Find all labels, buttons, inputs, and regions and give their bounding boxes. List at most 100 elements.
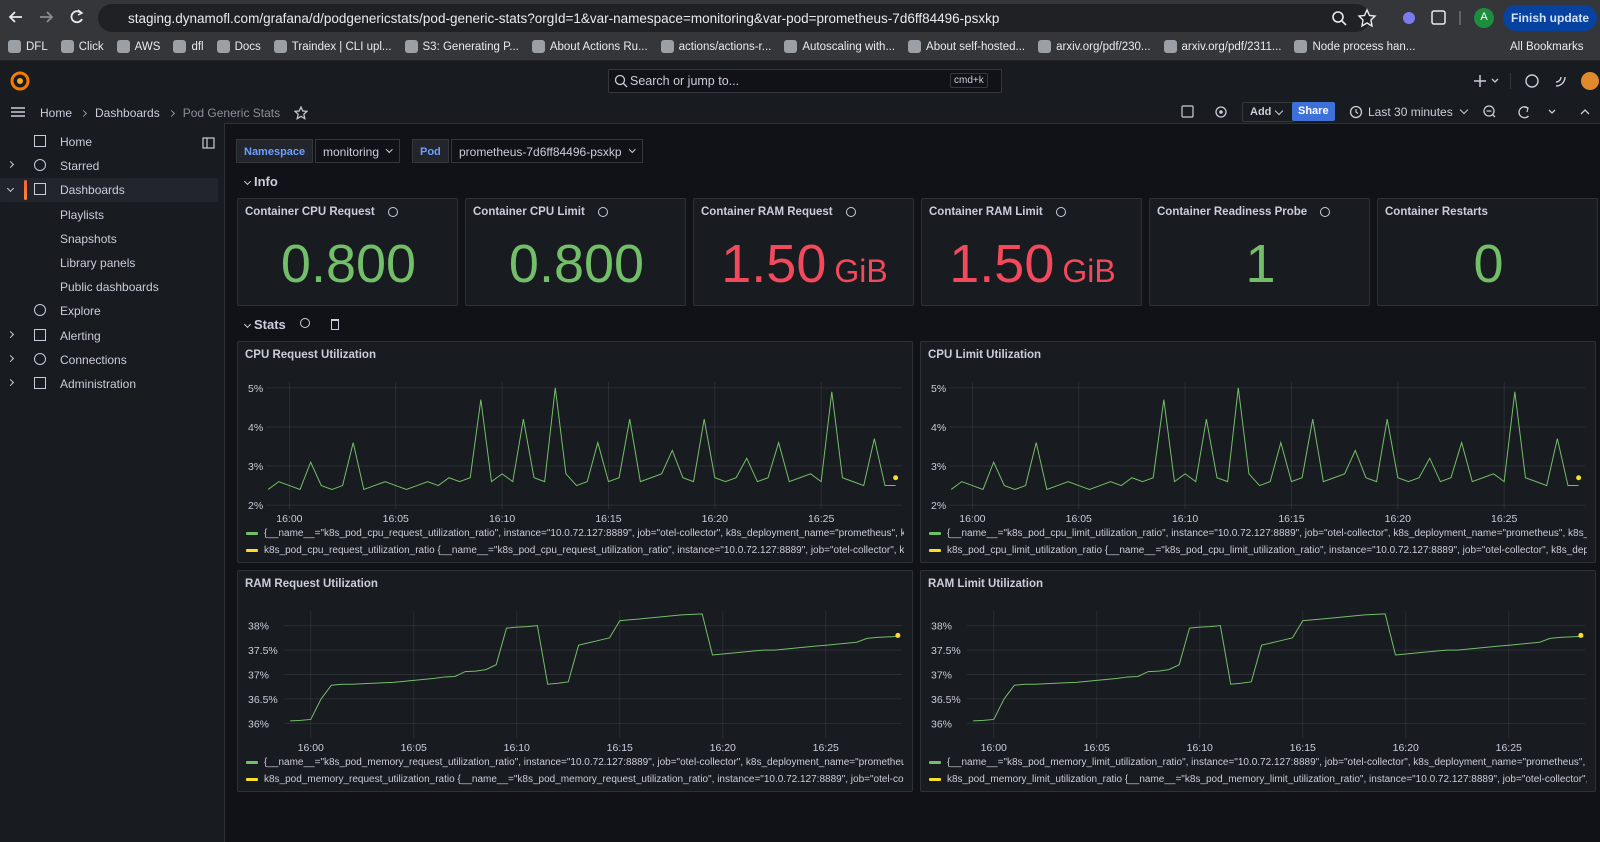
panel-title: Container RAM Request — [701, 206, 833, 218]
info-icon[interactable] — [1320, 207, 1330, 217]
bookmark-icon — [1294, 40, 1308, 53]
bookmark[interactable]: AWS — [116, 40, 160, 53]
panel-title: Container CPU Limit — [473, 206, 585, 218]
dock-icon[interactable] — [202, 137, 216, 151]
legend-item[interactable]: k8s_pod_memory_limit_utilization_ratio {… — [929, 774, 1587, 788]
all-bookmarks[interactable]: All Bookmarks — [1510, 41, 1584, 53]
legend-item[interactable]: {__name__="k8s_pod_cpu_limit_utilization… — [929, 528, 1587, 542]
expand-chevron[interactable] — [6, 354, 15, 362]
breadcrumb[interactable]: Pod Generic Stats — [182, 106, 281, 120]
legend-swatch — [246, 548, 258, 552]
legend-item[interactable]: k8s_pod_memory_request_utilization_ratio… — [246, 774, 904, 788]
x-tick-label: 16:10 — [1172, 513, 1198, 524]
time-chevron — [1459, 105, 1469, 115]
time-range[interactable]: Last 30 minutes — [1368, 105, 1453, 119]
bookmark-icon — [908, 40, 922, 53]
stat-value: 0.800 — [280, 234, 417, 294]
series-line — [973, 613, 1581, 722]
bookmark[interactable]: arxiv.org/pdf/2311... — [1163, 40, 1282, 53]
bookmark[interactable]: Click — [60, 40, 104, 53]
y-tick-label: 36.5% — [248, 694, 278, 706]
x-tick-label: 16:05 — [1084, 742, 1110, 753]
topnav-icons[interactable] — [1470, 69, 1600, 93]
legend-item[interactable]: k8s_pod_cpu_limit_utilization_ratio {__n… — [929, 545, 1587, 559]
expand-chevron[interactable] — [6, 330, 15, 338]
breadcrumb[interactable]: Dashboards — [95, 106, 160, 120]
star-icon[interactable] — [294, 106, 309, 120]
legend-swatch — [929, 760, 941, 764]
bookmark[interactable]: Node process han... — [1294, 40, 1415, 53]
bookmark-icon — [404, 40, 418, 53]
bookmark-label: Autoscaling with... — [802, 40, 896, 53]
stat-value-wrap: 1.50 GiB — [922, 231, 1141, 297]
row-settings-icon[interactable] — [300, 318, 310, 328]
nav-buttons[interactable] — [0, 0, 100, 36]
dashboard-icons[interactable] — [1180, 104, 1240, 120]
data-point — [893, 475, 899, 481]
expand-chevron[interactable] — [6, 161, 15, 169]
row-chevron[interactable] — [243, 177, 252, 186]
nav-subitem[interactable]: Library panels — [60, 256, 136, 270]
bookmark[interactable]: Docs — [216, 40, 261, 53]
nav-item[interactable]: Administration — [60, 377, 137, 391]
nav-item[interactable]: Explore — [60, 304, 101, 319]
nav-subitem[interactable]: Snapshots — [60, 231, 117, 246]
info-icon[interactable] — [1056, 207, 1066, 217]
row-title[interactable]: Info — [254, 174, 278, 189]
nav-item[interactable]: Starred — [60, 159, 100, 174]
bookmark[interactable]: DFL — [8, 40, 48, 53]
variable-value[interactable]: monitoring — [315, 139, 401, 163]
nav-subitem[interactable]: Playlists — [60, 207, 105, 222]
time-icons[interactable] — [1480, 104, 1598, 120]
x-tick-label: 16:15 — [607, 742, 633, 753]
stat-value: 1 — [1245, 234, 1276, 294]
bookmark[interactable]: dfl — [173, 40, 204, 53]
y-tick-label: 3% — [248, 461, 263, 473]
nav-item[interactable]: Connections — [60, 352, 127, 367]
row-chevron[interactable] — [243, 320, 252, 329]
bookmark-label: arxiv.org/pdf/2311... — [1181, 40, 1282, 53]
bookmark[interactable]: S3: Generating P... — [404, 40, 519, 53]
info-icon[interactable] — [598, 207, 608, 217]
legend-label: {__name__="k8s_pod_memory_request_utiliz… — [264, 757, 904, 768]
bookmark-label: About self-hosted... — [926, 40, 1026, 53]
row-delete-icon[interactable] — [331, 319, 339, 330]
update-button[interactable]: Finish update — [1503, 5, 1597, 31]
breadcrumb[interactable]: Home — [40, 106, 73, 120]
y-tick-label: 38% — [931, 621, 952, 633]
nav-icon — [34, 328, 46, 341]
share-button[interactable]: Share — [1292, 102, 1335, 121]
nav-item[interactable]: Home — [60, 135, 93, 149]
legend-item[interactable]: {__name__="k8s_pod_cpu_request_utilizati… — [246, 528, 904, 542]
bookmark[interactable]: Autoscaling with... — [784, 40, 895, 53]
nav-item[interactable]: Alerting — [60, 328, 101, 343]
y-tick-label: 5% — [931, 383, 946, 395]
bookmark[interactable]: About self-hosted... — [908, 40, 1025, 53]
add-button[interactable]: Add — [1242, 102, 1295, 122]
info-icon[interactable] — [388, 207, 398, 217]
menu-icon[interactable] — [10, 105, 26, 119]
y-tick-label: 4% — [248, 422, 263, 434]
active-indicator — [24, 180, 27, 201]
nav-subitem[interactable]: Public dashboards — [60, 280, 159, 295]
bookmark[interactable]: arxiv.org/pdf/230... — [1038, 40, 1151, 53]
search-box[interactable] — [608, 69, 1002, 93]
bookmark[interactable]: Traindex | CLI upl... — [273, 40, 392, 53]
bookmark[interactable]: actions/actions-r... — [660, 40, 771, 53]
expand-chevron[interactable] — [6, 378, 15, 387]
row-title[interactable]: Stats — [254, 317, 286, 332]
stat-value-wrap: 1 — [1150, 231, 1369, 297]
profile-initial[interactable]: A — [1480, 11, 1488, 23]
nav-item[interactable]: Dashboards — [60, 183, 125, 198]
stat-value: 1.50 — [949, 234, 1055, 294]
info-icon[interactable] — [846, 207, 856, 217]
legend-item[interactable]: {__name__="k8s_pod_memory_request_utiliz… — [246, 757, 904, 771]
address-bar[interactable] — [98, 4, 1370, 32]
variable-value[interactable]: prometheus-7d6ff84496-psxkp — [451, 139, 643, 163]
grafana-logo[interactable] — [8, 69, 32, 93]
legend-swatch — [929, 548, 941, 552]
panel-title: Container RAM Limit — [929, 206, 1043, 218]
legend-item[interactable]: {__name__="k8s_pod_memory_limit_utilizat… — [929, 757, 1587, 771]
legend-item[interactable]: k8s_pod_cpu_request_utilization_ratio {_… — [246, 545, 904, 559]
bookmark[interactable]: About Actions Ru... — [531, 40, 648, 53]
